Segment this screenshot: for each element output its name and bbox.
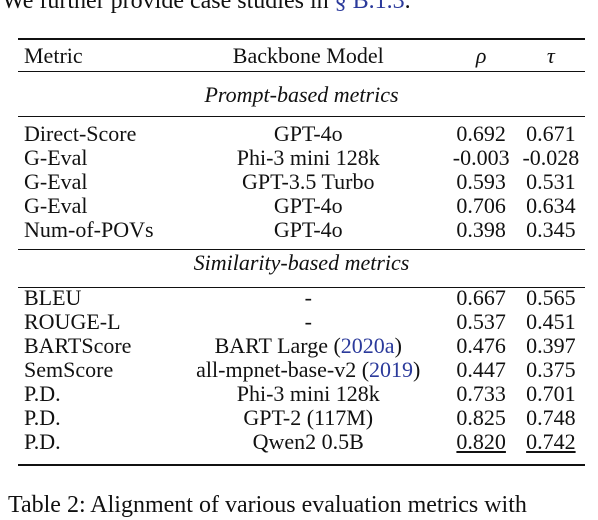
section-divider-rule <box>18 249 585 250</box>
cell-metric: Num-of-POVs <box>24 217 154 242</box>
cell-metric: P.D. <box>24 405 61 430</box>
cell-rho: -0.003 <box>452 145 510 170</box>
preceding-text: We further provide case studies in § B.1… <box>2 0 411 16</box>
table-bottom-rule <box>18 464 585 466</box>
citation-link[interactable]: 2019 <box>369 357 414 382</box>
cell-metric: SemScore <box>24 357 114 382</box>
cell-rho: 0.692 <box>456 121 506 146</box>
cell-model: GPT-4o <box>273 121 343 146</box>
section-title-similarity-based: Similarity-based metrics <box>193 249 410 275</box>
cell-rho: 0.476 <box>456 333 506 358</box>
table-row: SemScore all-mpnet-base-v2 (2019) 0.447 … <box>18 358 585 382</box>
cell-rho: 0.667 <box>456 285 506 310</box>
cell-metric: P.D. <box>24 429 61 454</box>
table-row: P.D. GPT-2 (117M) 0.825 0.748 <box>18 406 585 430</box>
table-caption: Table 2: Alignment of various evaluation… <box>8 492 527 518</box>
cell-metric: ROUGE-L <box>24 309 121 334</box>
table-row: P.D. Qwen2 0.5B 0.820 0.742 <box>18 430 585 454</box>
section-1-rule <box>18 116 585 117</box>
table-row: G-Eval GPT-4o 0.706 0.634 <box>18 194 585 218</box>
cell-tau: 0.397 <box>526 333 576 358</box>
cell-metric: BLEU <box>24 285 82 310</box>
preceding-text-suffix: . <box>404 0 411 14</box>
model-name: BART Large <box>214 333 328 358</box>
cell-rho: 0.706 <box>456 193 506 218</box>
cell-rho: 0.593 <box>456 169 506 194</box>
table-row: G-Eval GPT-3.5 Turbo 0.593 0.531 <box>18 170 585 194</box>
table-row: G-Eval Phi-3 mini 128k -0.003 -0.028 <box>18 146 585 170</box>
cell-model: Phi-3 mini 128k <box>236 145 380 170</box>
cell-tau: 0.531 <box>526 169 576 194</box>
cell-model: Qwen2 0.5B <box>252 429 364 454</box>
cell-metric: G-Eval <box>24 193 88 218</box>
table-row: Direct-Score GPT-4o 0.692 0.671 <box>18 122 585 146</box>
cell-rho: 0.398 <box>456 217 506 242</box>
preceding-text-prefix: We further provide case studies in <box>2 0 335 14</box>
header-backbone-model: Backbone Model <box>232 43 384 68</box>
section-reference-link[interactable]: § B.1.3 <box>334 0 405 14</box>
header-rule <box>18 71 585 72</box>
cell-metric: BARTScore <box>24 333 132 358</box>
cell-tau: -0.028 <box>522 145 580 170</box>
cell-tau: 0.565 <box>526 285 576 310</box>
cell-tau: 0.701 <box>526 381 576 406</box>
section-2-rule <box>18 287 585 288</box>
cell-rho-best: 0.825 <box>456 405 506 430</box>
underlined-value: 0.742 <box>526 429 576 454</box>
table-row: Num-of-POVs GPT-4o 0.398 0.345 <box>18 218 585 242</box>
table-row: BLEU - 0.667 0.565 <box>18 286 585 310</box>
cell-model: - <box>304 309 312 334</box>
cell-model: GPT-2 (117M) <box>243 405 374 430</box>
table-row: BARTScore BART Large (2020a) 0.476 0.397 <box>18 334 585 358</box>
cell-rho: 0.537 <box>456 309 506 334</box>
cell-metric: G-Eval <box>24 145 88 170</box>
cell-tau-best: 0.748 <box>526 405 576 430</box>
cell-model: all-mpnet-base-v2 (2019) <box>196 357 421 382</box>
cell-model: - <box>304 285 312 310</box>
cell-tau: 0.451 <box>526 309 576 334</box>
cell-rho: 0.447 <box>456 357 506 382</box>
section-title-row: Prompt-based metrics <box>18 72 585 118</box>
cell-rho-second: 0.820 <box>446 430 517 454</box>
cell-model: BART Large (2020a) <box>214 333 402 358</box>
cell-tau: 0.671 <box>526 121 576 146</box>
cell-metric: G-Eval <box>24 169 88 194</box>
cell-model: Phi-3 mini 128k <box>236 381 380 406</box>
table-row: ROUGE-L - 0.537 0.451 <box>18 310 585 334</box>
header-tau: τ <box>546 43 555 68</box>
cell-tau-second: 0.742 <box>517 430 585 454</box>
cell-tau: 0.345 <box>526 217 576 242</box>
cell-rho: 0.733 <box>456 381 506 406</box>
cell-tau: 0.375 <box>526 357 576 382</box>
section-title-row: Similarity-based metrics <box>18 242 585 280</box>
model-name: all-mpnet-base-v2 <box>196 357 357 382</box>
metrics-table: Metric Backbone Model ρ τ Prompt-based m… <box>18 40 585 454</box>
cell-model: GPT-4o <box>273 193 343 218</box>
cell-model: GPT-3.5 Turbo <box>242 169 375 194</box>
underlined-value: 0.820 <box>456 429 506 454</box>
cell-model: GPT-4o <box>273 217 343 242</box>
table-header-row: Metric Backbone Model ρ τ <box>18 40 585 72</box>
table-top-rule <box>18 38 585 40</box>
citation-link[interactable]: 2020a <box>340 333 395 358</box>
header-rho: ρ <box>475 43 487 68</box>
cell-metric: Direct-Score <box>24 121 137 146</box>
cell-metric: P.D. <box>24 381 61 406</box>
table-row: P.D. Phi-3 mini 128k 0.733 0.701 <box>18 382 585 406</box>
cell-tau: 0.634 <box>526 193 576 218</box>
header-metric: Metric <box>24 43 83 68</box>
section-title-prompt-based: Prompt-based metrics <box>204 82 399 107</box>
